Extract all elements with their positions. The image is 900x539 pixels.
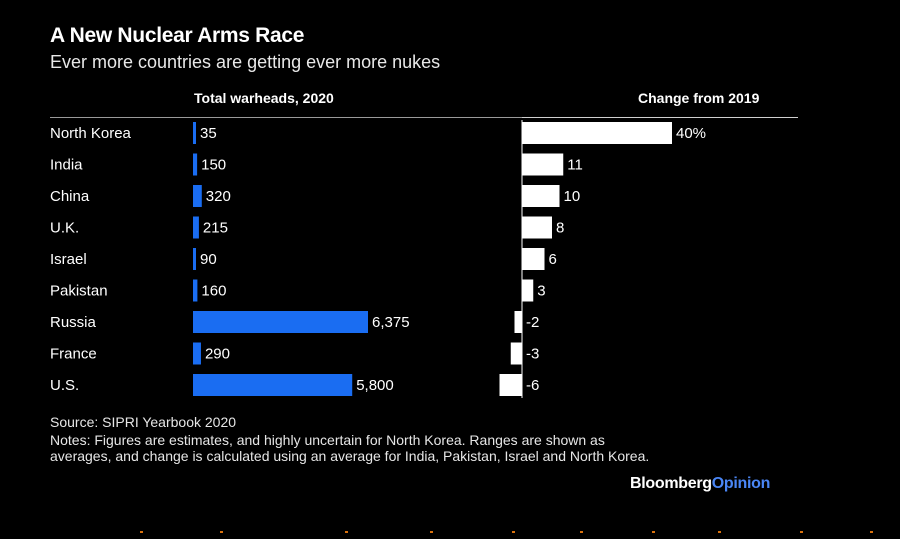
change-value-label: 8 bbox=[556, 220, 564, 237]
warheads-bar bbox=[193, 342, 201, 365]
category-label: China bbox=[50, 188, 90, 205]
warheads-bar bbox=[193, 185, 202, 207]
brand-main: Bloomberg bbox=[630, 475, 712, 492]
change-column-header: Change from 2019 bbox=[638, 90, 760, 106]
change-bar bbox=[522, 185, 560, 207]
change-bar bbox=[510, 342, 522, 365]
change-bar bbox=[522, 279, 534, 302]
change-value-label: 6 bbox=[549, 251, 557, 268]
change-bar bbox=[522, 216, 552, 239]
source-note: Source: SIPRI Yearbook 2020 bbox=[50, 414, 237, 430]
warheads-value-label: 6,375 bbox=[372, 314, 410, 331]
category-label: France bbox=[50, 346, 97, 363]
category-label: Pakistan bbox=[50, 283, 108, 300]
warheads-bar bbox=[193, 153, 198, 176]
warheads-value-label: 160 bbox=[201, 283, 226, 300]
category-label: U.K. bbox=[50, 220, 79, 237]
brand-accent: Opinion bbox=[711, 475, 771, 492]
change-bar bbox=[514, 311, 522, 333]
change-bar bbox=[522, 248, 545, 270]
category-label: Russia bbox=[50, 314, 97, 331]
change-value-label: 11 bbox=[567, 157, 583, 174]
warheads-value-label: 215 bbox=[203, 220, 228, 237]
bottom-decoration bbox=[100, 531, 900, 535]
change-value-label: -3 bbox=[526, 346, 539, 363]
warheads-value-label: 90 bbox=[200, 251, 217, 268]
change-bar bbox=[522, 122, 672, 144]
chart-subtitle: Ever more countries are getting ever mor… bbox=[50, 52, 441, 72]
warheads-bar bbox=[193, 216, 199, 239]
warheads-value-label: 320 bbox=[206, 188, 231, 205]
warheads-value-label: 5,800 bbox=[356, 377, 394, 394]
warheads-bar bbox=[193, 279, 198, 302]
category-label: India bbox=[50, 157, 83, 174]
change-value-label: 3 bbox=[537, 283, 545, 300]
warheads-column-header: Total warheads, 2020 bbox=[194, 90, 334, 106]
warheads-bar bbox=[193, 311, 368, 333]
warheads-value-label: 150 bbox=[201, 157, 226, 174]
change-header-divider bbox=[522, 117, 798, 118]
category-label: North Korea bbox=[50, 125, 132, 142]
warheads-bar bbox=[193, 122, 196, 144]
notes-text: Notes: Figures are estimates, and highly… bbox=[50, 432, 650, 464]
change-bar bbox=[499, 374, 522, 396]
change-bar bbox=[522, 153, 564, 176]
warheads-value-label: 290 bbox=[205, 346, 230, 363]
change-value-label: 10 bbox=[564, 188, 581, 205]
warheads-value-label: 35 bbox=[200, 125, 217, 142]
warheads-bar bbox=[193, 374, 353, 396]
change-value-label: 40% bbox=[676, 125, 706, 142]
change-value-label: -2 bbox=[526, 314, 539, 331]
warheads-bar bbox=[193, 248, 196, 270]
chart-title: A New Nuclear Arms Race bbox=[50, 24, 305, 47]
change-value-label: -6 bbox=[526, 377, 539, 394]
header-divider bbox=[50, 117, 798, 118]
category-label: Israel bbox=[50, 251, 87, 268]
category-label: U.S. bbox=[50, 377, 79, 394]
bloomberg-opinion-logo: BloombergOpinion bbox=[630, 475, 770, 493]
